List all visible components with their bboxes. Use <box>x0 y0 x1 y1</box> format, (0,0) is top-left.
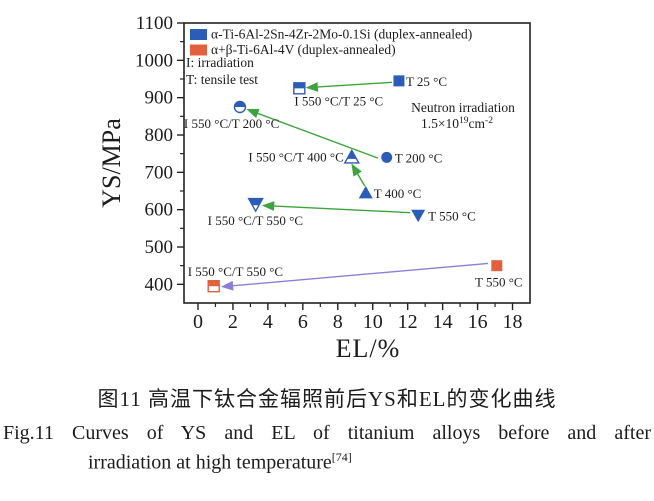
data-point-t-550-c: T 550 °C <box>411 208 476 223</box>
data-point-i-550-c-t-25-c: I 550 °C/T 25 °C <box>293 82 383 108</box>
data-point-t-25-c: T 25 °C <box>393 74 447 89</box>
x-axis-title: EL/% <box>336 334 401 363</box>
annotation-text: cm <box>469 116 486 131</box>
legend-note-1: T: tensile test <box>186 72 258 87</box>
x-tick-label: 0 <box>193 311 203 333</box>
marker-square-filled <box>393 75 405 87</box>
arrow-purple-4 <box>220 262 489 291</box>
marker-circle-filled <box>381 151 393 163</box>
point-label: I 550 °C/T 550 °C <box>188 264 283 279</box>
caption-chinese: 图11 高温下钛合金辐照前后YS和EL的变化曲线 <box>97 387 557 411</box>
point-label: T 550 °C <box>475 275 523 290</box>
marker-square-top-half <box>208 280 220 287</box>
arrow-green-2 <box>351 163 366 187</box>
legend-label-0: α-Ti-6Al-2Sn-4Zr-2Mo-0.1Si (duplex-annea… <box>211 27 472 42</box>
point-label: I 550 °C/T 25 °C <box>294 93 383 108</box>
marker-triangle-up-filled <box>358 185 373 199</box>
x-tick-label: 10 <box>363 311 383 333</box>
caption-english-line1: Fig.11 Curves of YS and EL of titanium a… <box>3 422 651 444</box>
x-tick-label: 2 <box>228 311 238 333</box>
ys-el-chart-container: 0 2 4 6 8 10 12 14 16 18 400 500 600 700 800 900 1000 110… <box>97 13 531 363</box>
data-point-i-550-c-t-550-c: I 550 °C/T 550 °C <box>208 197 303 228</box>
annotation-text: 1.5×10 <box>421 116 459 131</box>
point-label: I 550 °C/T 400 °C <box>248 149 343 164</box>
ys-el-scatter-chart: 0 2 4 6 8 10 12 14 16 18 400 500 600 700 800 900 1000 110… <box>97 13 531 363</box>
data-point-t-200-c: T 200 °C <box>381 150 442 165</box>
point-label: T 400 °C <box>374 186 422 201</box>
point-label: I 550 °C/T 200 °C <box>184 116 279 131</box>
x-tick-label: 14 <box>433 311 453 333</box>
figure-captions: 图11 高温下钛合金辐照前后YS和EL的变化曲线 Fig.11 Curves o… <box>0 383 654 475</box>
legend-label-1: α+β-Ti-6Al-4V (duplex-annealed) <box>211 42 396 57</box>
y-axis-title: YS/MPa <box>97 118 126 208</box>
annotation-superscript: 19 <box>459 116 469 126</box>
point-label: T 550 °C <box>428 208 476 223</box>
y-tick-label: 1000 <box>135 50 173 71</box>
marker-square-top-half <box>293 82 305 89</box>
point-label: I 550 °C/T 550 °C <box>208 213 303 228</box>
data-point-i-550-c-t-400-c: I 550 °C/T 400 °C <box>248 148 360 164</box>
x-tick-label: 6 <box>298 311 308 333</box>
marker-square-filled <box>491 260 503 272</box>
plot-border <box>183 22 531 304</box>
data-point-i-550-c-t-200-c: I 550 °C/T 200 °C <box>184 100 279 131</box>
y-tick-label: 400 <box>145 274 174 295</box>
x-tick-label: 16 <box>468 311 488 333</box>
data-point-i-550-c-t-550-c: I 550 °C/T 550 °C <box>188 264 283 293</box>
data-point-t-400-c: T 400 °C <box>358 185 422 201</box>
y-tick-label: 500 <box>145 237 174 258</box>
marker-triangle-up-top-half <box>346 150 357 159</box>
y-tick-label: 700 <box>145 162 174 183</box>
legend-swatch-0 <box>190 29 207 40</box>
x-tick-label: 12 <box>398 311 418 333</box>
y-tick-label: 800 <box>145 125 174 146</box>
point-label: T 25 °C <box>406 74 447 89</box>
x-tick-label: 8 <box>333 311 343 333</box>
caption-english-line2: irradiation at high temperature[74] <box>88 450 654 475</box>
arrow-green-0 <box>305 81 392 92</box>
legend-note-0: I: irradiation <box>186 55 254 70</box>
marker-triangle-down-top-half <box>248 198 263 206</box>
y-tick-label: 900 <box>145 88 174 109</box>
annotation-line-2: 1.5×1019cm-2 <box>421 116 493 131</box>
arrow-green-1 <box>246 108 379 159</box>
annotation-line-1: Neutron irradiation <box>411 100 515 115</box>
marker-triangle-down-filled <box>411 209 426 223</box>
data-point-t-550-c: T 550 °C <box>475 260 523 290</box>
caption-english-line2-text: irradiation at high temperature <box>88 451 332 474</box>
annotation-superscript: -2 <box>485 116 493 126</box>
citation-ref-74: [74] <box>331 450 352 464</box>
arrow-green-3 <box>261 201 411 214</box>
legend-swatch-1 <box>190 44 207 56</box>
x-tick-label: 4 <box>263 311 273 333</box>
marker-circle-top-half <box>234 101 246 107</box>
x-tick-label: 18 <box>503 311 523 333</box>
y-tick-label: 1100 <box>136 13 173 34</box>
y-tick-label: 600 <box>145 200 174 221</box>
point-label: T 200 °C <box>395 150 443 165</box>
